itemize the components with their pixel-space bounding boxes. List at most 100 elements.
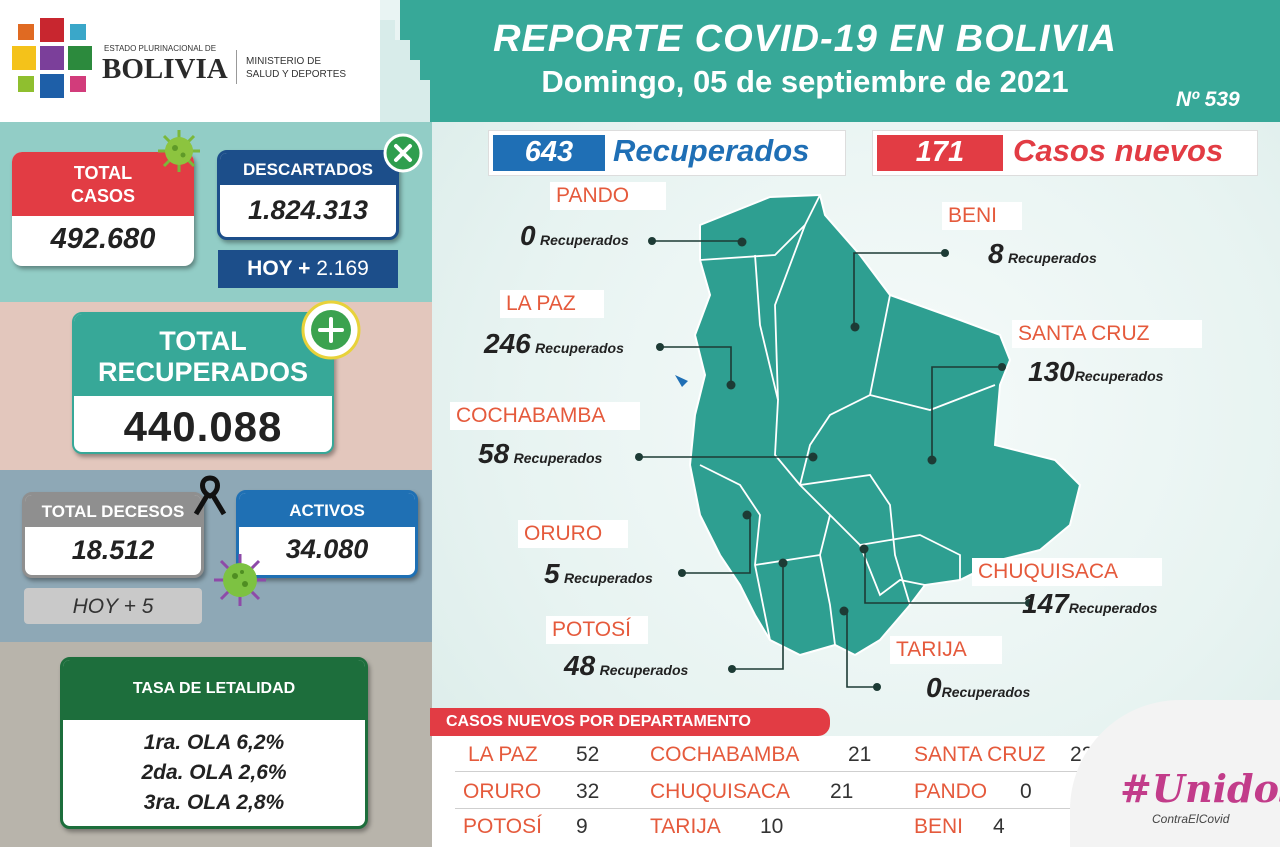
dept-recovered-pando: 0 Recuperados (520, 220, 629, 252)
close-icon (383, 133, 423, 173)
report-date: Domingo, 05 de septiembre de 2021 (541, 64, 1069, 99)
active-card: ACTIVOS 34.080 (236, 490, 418, 578)
dept-recovered-beni-value: 8 (988, 238, 1004, 269)
recovered-word: Recuperados (1068, 600, 1158, 616)
dept-recovered-santa-cruz: 130Recuperados (1028, 356, 1163, 388)
dept-label-santa-cruz: SANTA CRUZ (1012, 320, 1202, 348)
campaign-hashtag: #Unidos (1120, 766, 1280, 811)
logo-country-text: BOLIVIA (102, 53, 228, 85)
map-leader-lines (635, 237, 1033, 691)
recovered-word: Recuperados (1074, 368, 1164, 384)
logo-ministry-line1: MINISTERIO DE (246, 56, 322, 67)
lake-titicaca (675, 375, 688, 387)
ministry-logo-card: ESTADO PLURINACIONAL DE BOLIVIA MINISTER… (0, 0, 380, 122)
dept-recovered-cochabamba: 58 Recuperados (478, 438, 602, 470)
dept-recovered-tarija: 0Recuperados (926, 672, 1030, 704)
dept-label-potosi: POTOSÍ (546, 616, 648, 644)
total-deaths-card: TOTAL DECESOS 18.512 (22, 492, 204, 578)
recovered-summary-label: Recuperados (613, 133, 810, 168)
dept-label-cochabamba: COCHABAMBA (450, 402, 640, 430)
recovered-summary-count: 643 (493, 135, 605, 171)
table-dept-name: COCHABAMBA (650, 743, 800, 766)
table-dept-name: LA PAZ (468, 743, 538, 766)
dept-recovered-pando-value: 0 (520, 220, 536, 251)
table-dept-name: PANDO (914, 780, 988, 803)
table-dept-value: 9 (576, 815, 588, 838)
discarded-card: DESCARTADOS 1.824.313 (217, 150, 399, 240)
logo-state-text: ESTADO PLURINACIONAL DE (104, 44, 217, 53)
virus-active-icon (214, 554, 266, 606)
recovered-word: Recuperados (1008, 250, 1097, 266)
table-dept-value: 32 (576, 780, 600, 803)
deaths-today-prefix: HOY + (72, 595, 136, 618)
new-cases-summary-label: Casos nuevos (1013, 133, 1224, 168)
report-number: Nº 539 (1176, 88, 1240, 111)
lethality-card: TASA DE LETALIDAD 1ra. OLA 6,2% 2da. OLA… (60, 657, 368, 829)
recovered-summary-box: 643 Recuperados (488, 130, 846, 176)
lethality-wave-2: 2da. OLA 2,6% (141, 761, 287, 784)
recovered-word: Recuperados (564, 570, 653, 586)
total-deaths-label: TOTAL DECESOS (25, 495, 201, 527)
dept-recovered-oruro: 5 Recuperados (544, 558, 653, 590)
dept-recovered-potosi: 48 Recuperados (564, 650, 688, 682)
total-recovered-value: 440.088 (123, 403, 283, 450)
active-label: ACTIVOS (239, 493, 415, 527)
lethality-wave-1: 1ra. OLA 6,2% (143, 731, 285, 754)
recovered-word: Recuperados (540, 232, 629, 248)
lethality-title: TASA DE LETALIDAD (63, 660, 365, 720)
table-divider (455, 808, 1095, 809)
lethality-wave-3: 3ra. OLA 2,8% (143, 791, 285, 814)
recovered-word: Recuperados (513, 450, 603, 466)
dept-label-oruro: ORURO (518, 520, 628, 548)
total-cases-value: 492.680 (50, 223, 156, 255)
discarded-today-value: 2.169 (316, 257, 369, 280)
table-dept-name: POTOSÍ (463, 815, 542, 838)
table-dept-name: BENI (914, 815, 964, 838)
new-cases-summary-count: 171 (877, 135, 1003, 171)
new-cases-summary-box: 171 Casos nuevos (872, 130, 1258, 176)
table-dept-name: CHUQUISACA (650, 780, 791, 803)
active-value: 34.080 (285, 534, 369, 564)
dept-recovered-chuquisaca-value: 147 (1022, 588, 1069, 619)
dept-recovered-la-paz: 246 Recuperados (484, 328, 624, 360)
bolivia-map (675, 193, 1082, 657)
table-dept-name: SANTA CRUZ (914, 743, 1046, 766)
header-band (400, 0, 1280, 122)
table-dept-name: ORURO (463, 780, 542, 803)
virus-icon (158, 130, 200, 172)
recovered-word: Recuperados (941, 684, 1031, 700)
total-recovered-label-line1: TOTAL (159, 326, 247, 356)
deaths-today-value: 5 (141, 595, 154, 618)
logo-ministry-line2: SALUD Y DEPORTES (246, 69, 347, 80)
table-dept-name: TARIJA (650, 815, 721, 838)
table-dept-value: 4 (993, 815, 1005, 838)
discarded-today-prefix: HOY + (247, 257, 311, 280)
total-cases-label-line2: CASOS (70, 186, 135, 206)
report-title: REPORTE COVID-19 EN BOLIVIA (493, 18, 1117, 60)
deaths-today: HOY + 5 (24, 588, 202, 624)
discarded-label: DESCARTADOS (220, 153, 396, 185)
dept-recovered-beni: 8 Recuperados (988, 238, 1097, 270)
recovered-word: Recuperados (599, 662, 689, 678)
total-cases-card: TOTAL CASOS 492.680 (12, 152, 194, 266)
table-dept-value: 21 (848, 743, 872, 766)
total-cases-label-line1: TOTAL (73, 163, 133, 183)
total-deaths-value: 18.512 (71, 535, 155, 565)
dept-recovered-oruro-value: 5 (544, 558, 560, 589)
total-recovered-label-line2: RECUPERADOS (97, 357, 309, 387)
campaign-subtext: ContraElCovid (1152, 812, 1230, 826)
dept-label-beni: BENI (942, 202, 1022, 230)
dept-recovered-santa-cruz-value: 130 (1028, 356, 1075, 387)
new-cases-table-title: CASOS NUEVOS POR DEPARTAMENTO (430, 708, 830, 736)
mourning-ribbon-icon (193, 475, 227, 516)
dept-label-pando: PANDO (550, 182, 666, 210)
discarded-value: 1.824.313 (247, 195, 369, 225)
table-dept-value: 21 (830, 780, 854, 803)
dept-recovered-la-paz-value: 246 (484, 328, 531, 359)
total-recovered-card: TOTAL RECUPERADOS 440.088 (72, 312, 334, 454)
dept-label-chuquisaca: CHUQUISACA (972, 558, 1162, 586)
table-divider (455, 771, 1095, 772)
dept-recovered-potosi-value: 48 (564, 650, 596, 681)
table-dept-value: 52 (576, 743, 600, 766)
bolivia-emblem-icon (12, 18, 92, 98)
